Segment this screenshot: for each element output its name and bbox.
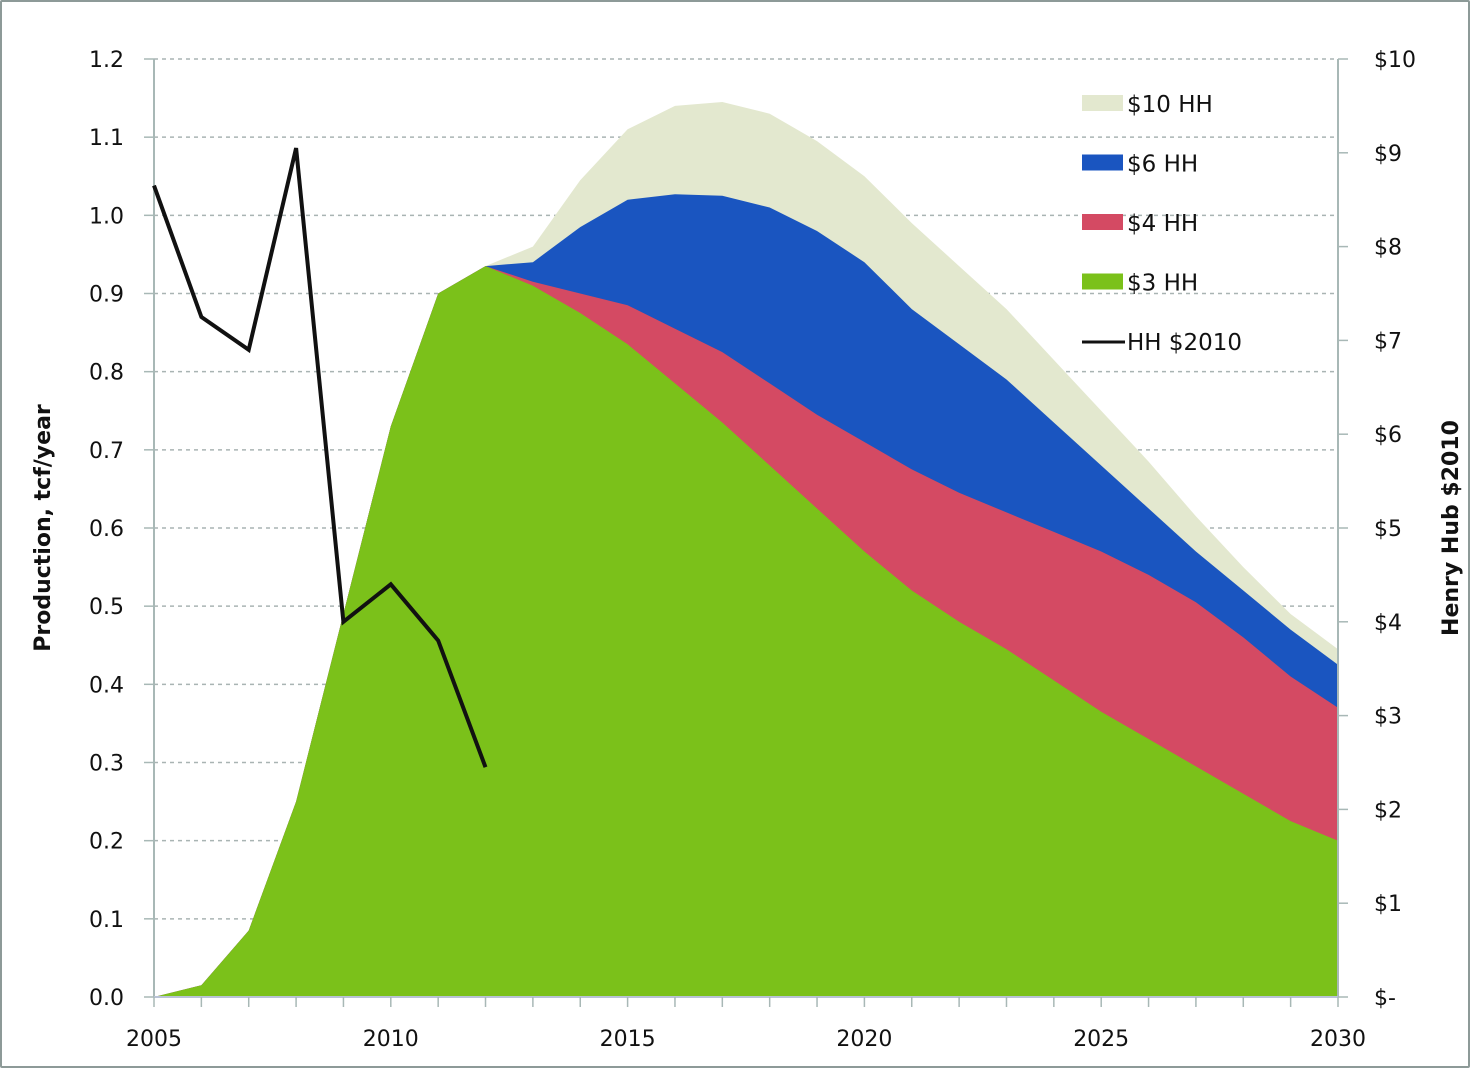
area-3-hh	[154, 266, 1338, 998]
y-tick-label: 0.1	[89, 908, 124, 933]
y2-tick-label: $1	[1374, 892, 1402, 917]
legend-label: $4 HH	[1127, 211, 1198, 237]
x-tick-label: 2025	[1073, 1027, 1129, 1052]
legend-swatch	[1082, 154, 1123, 171]
y2-tick-label: $9	[1374, 142, 1402, 167]
legend-item: $3 HH	[1082, 271, 1198, 297]
x-tick-label: 2010	[363, 1027, 419, 1052]
legend-item: HH $2010	[1082, 330, 1242, 356]
axes: 0.0 0.1 0.2 0.3 0.4 0.5 0.6 0.7 0.8 0.9 1.0 1.1 1.2 $…	[89, 48, 1416, 1052]
y-tick-label: 0.3	[89, 752, 124, 777]
y2-tick-label: $8	[1374, 236, 1402, 261]
y2-tick-label: $-	[1374, 986, 1396, 1011]
legend-item: $10 HH	[1082, 92, 1213, 118]
y2-tick-label: $5	[1374, 517, 1402, 542]
legend-swatch	[1082, 214, 1123, 230]
y-tick-label: 0.9	[89, 283, 124, 308]
line-series	[152, 147, 488, 768]
y2-tick-label: $7	[1374, 329, 1402, 354]
legend: $10 HH $6 HH $4 HH $3 HH HH $2010	[1082, 92, 1242, 356]
y2-tick-label: $10	[1374, 48, 1416, 73]
legend-item: $4 HH	[1082, 211, 1198, 237]
y-tick-label: 1.2	[89, 48, 124, 73]
y-tick-label: 0.4	[89, 673, 124, 698]
legend-swatch	[1082, 95, 1123, 111]
y-tick-label: 0.8	[89, 361, 124, 386]
x-tick-label: 2030	[1310, 1027, 1366, 1052]
y2-tick-label: $6	[1374, 423, 1402, 448]
legend-swatch	[1082, 273, 1123, 290]
y-tick-label: 0.0	[89, 986, 124, 1011]
y2-axis-title: Henry Hub $2010	[1439, 420, 1464, 636]
y-tick-label: 0.5	[89, 595, 124, 620]
y-tick-label: 0.2	[89, 830, 124, 855]
y2-tick-label: $3	[1374, 705, 1402, 730]
legend-label: $6 HH	[1127, 152, 1198, 178]
y-axis-title: Production, tcf/year	[31, 404, 56, 652]
line-hh-2010	[152, 147, 488, 768]
legend-label: HH $2010	[1127, 330, 1242, 356]
y-tick-label: 1.0	[89, 204, 124, 229]
y-tick-label: 1.1	[89, 126, 124, 151]
y-tick-label: 0.6	[89, 517, 124, 542]
legend-label: $3 HH	[1127, 271, 1198, 297]
legend-item: $6 HH	[1082, 152, 1198, 178]
x-tick-label: 2005	[126, 1027, 182, 1052]
y2-tick-label: $4	[1374, 611, 1402, 636]
y2-tick-label: $2	[1374, 798, 1402, 823]
x-tick-label: 2020	[836, 1027, 892, 1052]
legend-label: $10 HH	[1127, 92, 1213, 118]
y-tick-label: 0.7	[89, 439, 124, 464]
area-series	[154, 102, 1338, 998]
x-tick-label: 2015	[600, 1027, 656, 1052]
